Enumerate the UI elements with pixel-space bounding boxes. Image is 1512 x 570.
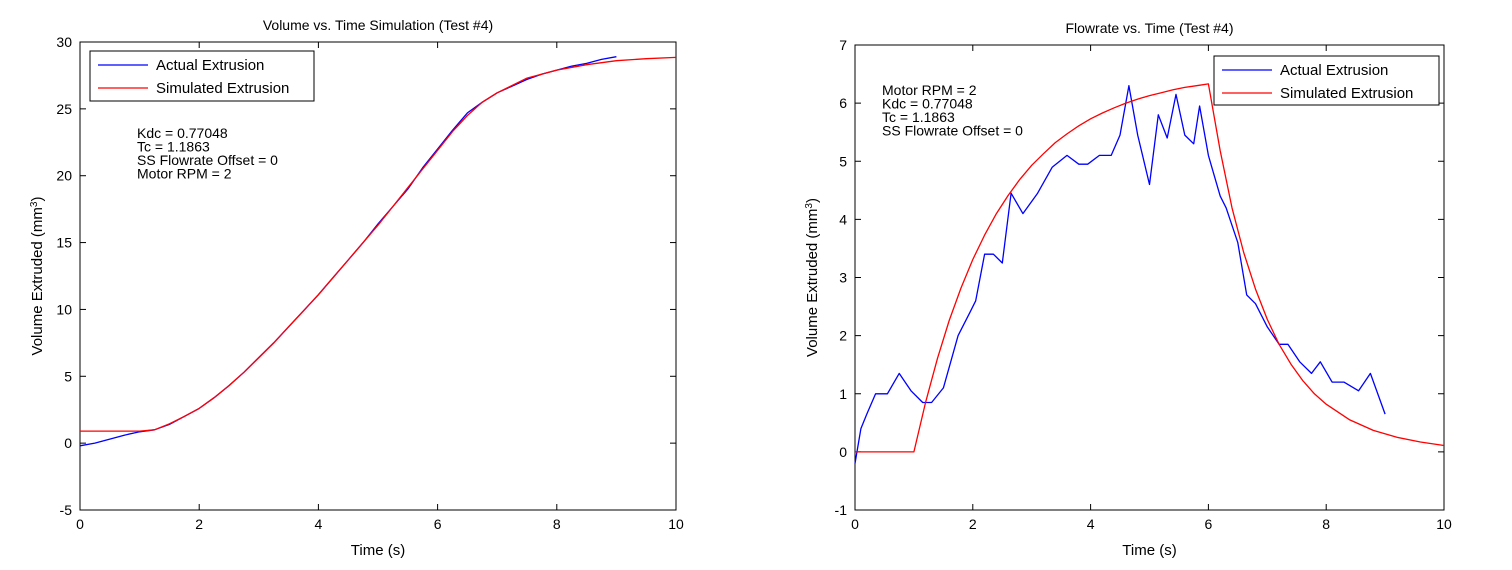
chart1-y-axis-label-sup: 3 xyxy=(29,201,40,207)
chart1-annotation-line: Kdc = 0.77048 xyxy=(137,125,228,141)
chart2-legend-label: Simulated Extrusion xyxy=(1280,85,1413,102)
chart2-y-tick-label: 7 xyxy=(839,37,847,53)
chart2-x-tick-label: 0 xyxy=(851,516,859,532)
chart2-legend-box xyxy=(1213,55,1440,106)
chart1-legend-box xyxy=(89,50,315,102)
chart2-x-tick-label: 2 xyxy=(969,516,977,532)
chart2-y-axis-label-main: Volume Extruded (mm xyxy=(804,209,821,357)
chart1-y-axis-label: Volume Extruded (mm3) xyxy=(29,197,47,356)
chart1-y-tick-label: 10 xyxy=(56,301,72,317)
chart1: Volume vs. Time Simulation (Test #4) 0 2 4 6… xyxy=(29,17,684,559)
chart2-y-tick-label: 3 xyxy=(839,270,847,286)
chart1-legend-label: Simulated Extrusion xyxy=(156,80,289,97)
chart2-legend-label: Actual Extrusion xyxy=(1280,62,1388,79)
chart1-y-tick-label: 30 xyxy=(56,34,72,50)
chart1-x-tick-label: 4 xyxy=(315,516,323,532)
chart2-x-axis-label: Time (s) xyxy=(1122,542,1176,559)
chart1-x-tick-label: 10 xyxy=(668,516,684,532)
chart1-y-tick-label: 15 xyxy=(56,235,72,251)
chart2-y-axis-label-end: ) xyxy=(804,198,821,203)
chart2-x-tick-label: 6 xyxy=(1205,516,1213,532)
chart1-x-tick-label: 8 xyxy=(553,516,561,532)
chart1-annotation-line: Tc = 1.1863 xyxy=(137,139,210,155)
chart2-title: Flowrate vs. Time (Test #4) xyxy=(1065,20,1233,36)
chart1-annotation-line: Motor RPM = 2 xyxy=(137,166,232,182)
chart2: Flowrate vs. Time (Test #4)0 2 4 6 8 10-10123… xyxy=(804,20,1452,559)
chart1-plot-frame xyxy=(79,41,677,511)
chart1-legend-label: Actual Extrusion xyxy=(156,57,264,74)
chart1-y-tick-label: 5 xyxy=(64,368,72,384)
chart1-annotation-line: SS Flowrate Offset = 0 xyxy=(137,152,278,168)
chart2-x-tick-label: 10 xyxy=(1436,516,1452,532)
chart2-y-axis-label: Volume Extruded (mm3) xyxy=(804,198,822,357)
chart2-annotation-line: Kdc = 0.77048 xyxy=(882,96,973,112)
chart2-annotation-line: SS Flowrate Offset = 0 xyxy=(882,123,1023,139)
chart2-annotation-line: Motor RPM = 2 xyxy=(882,82,977,98)
chart1-y-axis-label-main: Volume Extruded (mm xyxy=(29,207,46,355)
chart1-y-tick-label: 0 xyxy=(64,435,72,451)
chart1-x-tick-label: 6 xyxy=(434,516,442,532)
chart2-plot-frame xyxy=(854,44,1445,511)
chart1-y-axis-label-end: ) xyxy=(29,197,46,202)
chart1-x-tick-label: 0 xyxy=(76,516,84,532)
chart2-y-tick-label: -1 xyxy=(835,502,848,518)
chart2-annotation-line: Tc = 1.1863 xyxy=(882,109,955,125)
chart1-x-tick-label: 2 xyxy=(195,516,203,532)
chart1-y-tick-label: 20 xyxy=(56,168,72,184)
chart2-y-tick-label: 6 xyxy=(839,95,847,111)
chart2-y-tick-label: 5 xyxy=(839,153,847,169)
chart1-title: Volume vs. Time Simulation (Test #4) xyxy=(263,17,493,33)
chart1-x-axis-label: Time (s) xyxy=(351,542,405,559)
chart2-x-tick-label: 8 xyxy=(1322,516,1330,532)
chart2-series-actual-extrusion-line xyxy=(854,85,1386,464)
chart2-x-tick-label: 4 xyxy=(1087,516,1095,532)
chart1-y-tick-label: -5 xyxy=(60,502,73,518)
chart2-y-tick-label: 4 xyxy=(839,211,847,227)
chart1-series-simulated-extrusion-line xyxy=(80,56,677,432)
chart1-y-tick-label: 25 xyxy=(56,101,72,117)
chart2-y-tick-label: 1 xyxy=(839,386,847,402)
chart2-series-simulated-extrusion-line xyxy=(855,83,1445,453)
chart2-y-tick-label: 0 xyxy=(839,444,847,460)
chart2-y-axis-label-sup: 3 xyxy=(804,203,815,209)
chart2-y-tick-label: 2 xyxy=(839,328,847,344)
